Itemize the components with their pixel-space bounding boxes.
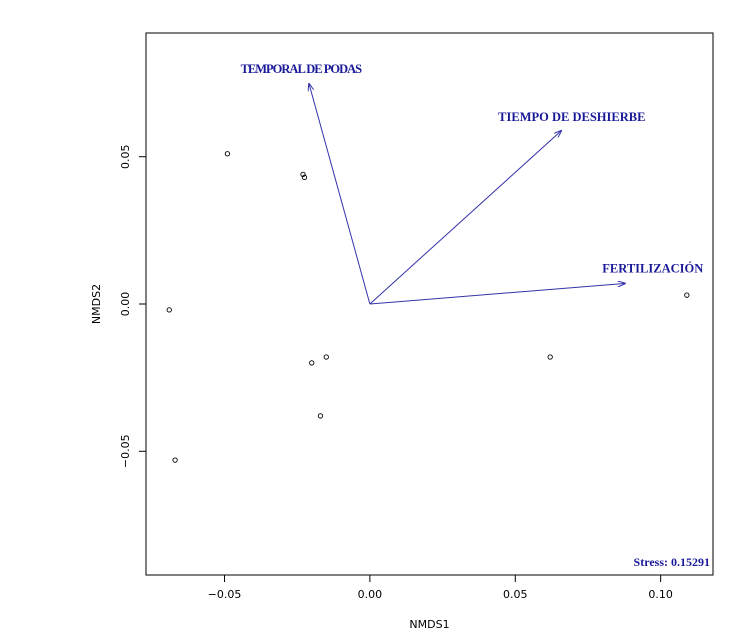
- site-point: [224, 151, 231, 157]
- y-tick-label: −0.05: [119, 434, 132, 468]
- vector-label: FERTILIZACIÓN: [602, 261, 703, 275]
- vector-layer: TEMPORAL DE PODAS TIEMPO DE DESHIERBE FERT…: [241, 62, 703, 305]
- x-axis-title: NMDS1: [409, 618, 449, 631]
- x-tick-label: −0.05: [208, 588, 242, 601]
- y-tick-label: 0.05: [119, 144, 132, 169]
- vector-label: TEMPORAL DE PODAS: [241, 62, 363, 76]
- site-point: [684, 292, 690, 298]
- x-tick-label: 0.10: [648, 588, 673, 601]
- site-point: [309, 360, 315, 366]
- site-point: [300, 171, 306, 178]
- vector-arrow: [369, 130, 562, 305]
- site-point: [166, 307, 172, 313]
- vector-arrow: [369, 283, 626, 305]
- x-tick-label: 0.05: [503, 588, 528, 601]
- stress-annotation: Stress: 0.15291: [634, 555, 710, 569]
- site-point: [172, 457, 178, 463]
- site-point: [547, 354, 553, 360]
- site-point: [301, 174, 308, 180]
- vector-arrow: [309, 83, 371, 305]
- y-axis: −0.05 0.00 0.05: [119, 144, 146, 468]
- point-layer: [166, 151, 690, 463]
- y-tick-label: 0.00: [119, 292, 132, 317]
- x-tick-label: 0.00: [358, 588, 383, 601]
- x-axis: −0.05 0.00 0.05 0.10: [208, 575, 673, 601]
- site-point: [317, 413, 324, 419]
- site-point: [323, 354, 329, 360]
- y-axis-title: NMDS2: [90, 284, 103, 324]
- vector-label: TIEMPO DE DESHIERBE: [498, 110, 645, 124]
